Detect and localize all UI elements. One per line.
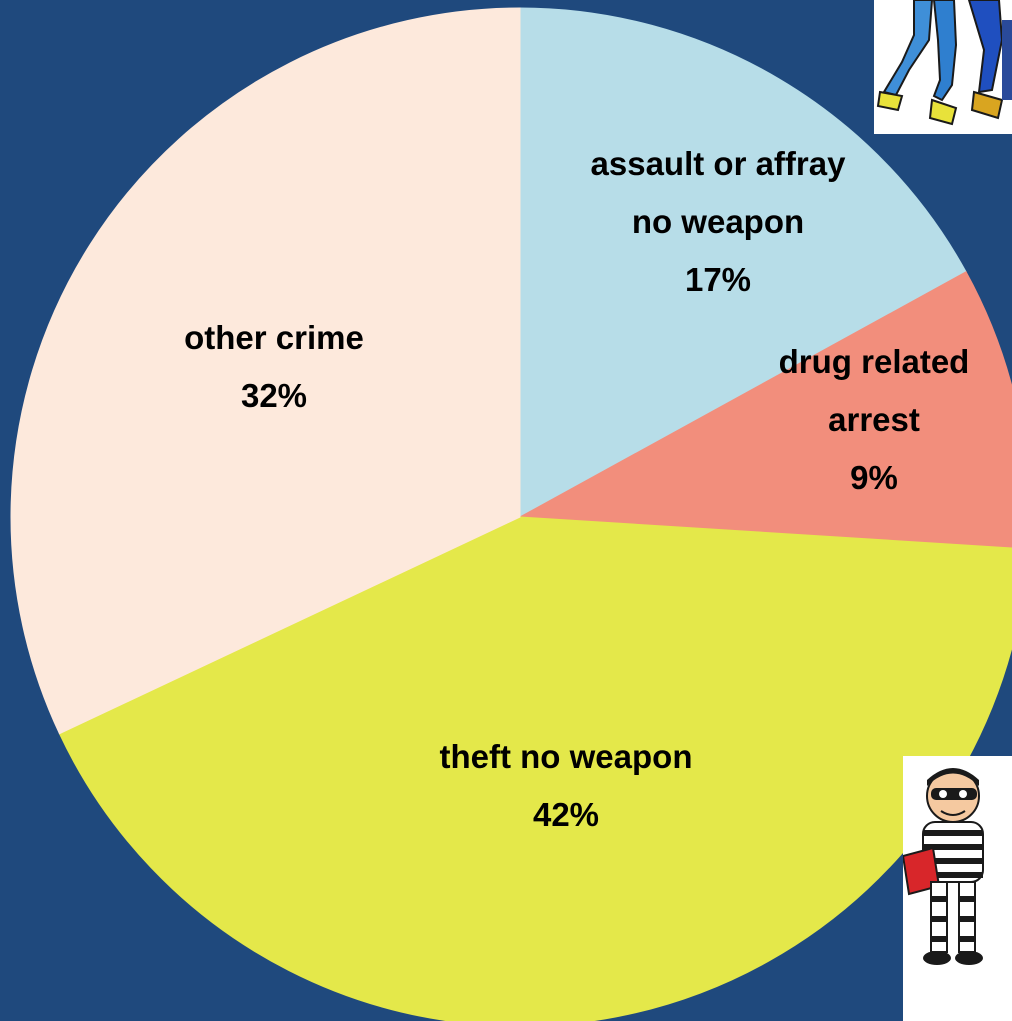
pie-slice-label-4: other crime 32% [184, 319, 364, 414]
pie-slice-category: assault or affray [591, 145, 847, 182]
pie-slice-2 [518, 271, 1012, 549]
pie-slice-percent: 17% [685, 261, 751, 298]
pie-slice-percent: 9% [850, 459, 898, 496]
running-figures-clipart-icon [874, 0, 1012, 134]
pie-slice-1 [519, 7, 967, 518]
pie-slice-category: drug related [779, 343, 970, 380]
pie-slice-label-3: theft no weapon 42% [440, 738, 693, 833]
pie-labels: assault or affray no weapon 17% drug relate… [184, 145, 969, 833]
pie-slice-4 [10, 7, 521, 735]
pie-slice-label-1: assault or affray no weapon 17% [591, 145, 847, 298]
pie-slice-category: theft no weapon [440, 738, 693, 775]
pie-slices [10, 7, 1012, 1021]
pie-slice-3 [58, 516, 1012, 1021]
pie-slice-percent: 32% [241, 377, 307, 414]
pie-slice-category: other crime [184, 319, 364, 356]
pie-slice-label-2: drug related arrest 9% [779, 343, 970, 496]
burglar-clipart-icon [903, 756, 1012, 1021]
pie-slice-category: arrest [828, 401, 920, 438]
pie-slice-category: no weapon [632, 203, 804, 240]
pie-slice-percent: 42% [533, 796, 599, 833]
